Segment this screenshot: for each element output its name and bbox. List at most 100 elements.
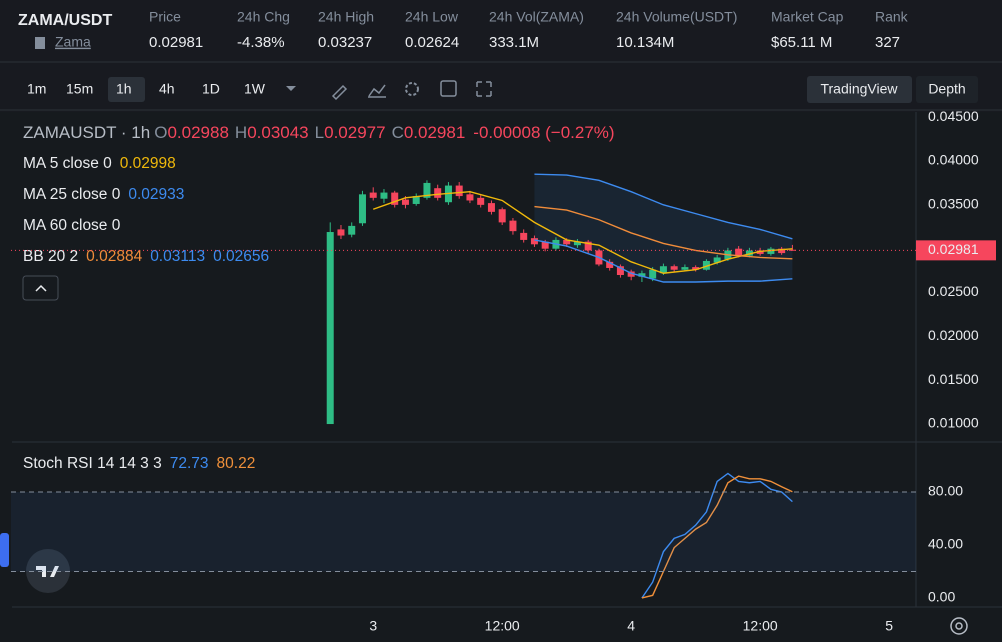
indicator-name: MA 5 close 0 xyxy=(23,155,112,172)
candle-body xyxy=(498,209,506,223)
stat-label: 24h Low xyxy=(405,9,459,25)
indicator-value: 0.02656 xyxy=(213,248,269,265)
candle-body xyxy=(477,197,485,205)
l-key: L xyxy=(315,123,324,142)
stat-value: 0.03237 xyxy=(318,34,372,51)
indicator-line xyxy=(534,205,793,260)
y-tick-label: 0.01500 xyxy=(928,371,979,387)
candle-body xyxy=(745,250,753,256)
toolbar: 1m 15m 1h 4h 1D 1W TradingView Depth xyxy=(27,76,978,103)
settings-gear[interactable] xyxy=(950,617,968,635)
candle-body xyxy=(563,239,571,245)
candle-body xyxy=(616,266,624,275)
indicator-value: 72.73 xyxy=(170,455,209,472)
band-fill xyxy=(11,492,916,572)
stat-value: 333.1M xyxy=(489,34,539,51)
candle-body xyxy=(466,194,474,201)
collapse-button[interactable] xyxy=(22,275,59,301)
pair: ZAMA/USDT xyxy=(18,12,112,29)
fullscreen[interactable] xyxy=(476,81,492,97)
stat-value: 0.02624 xyxy=(405,34,459,51)
candle-body xyxy=(423,182,431,198)
y-tick-label: 0.02500 xyxy=(928,283,979,299)
chart-legend: ZAMAUSDT · 1h O0.02988 H0.03043 L0.02977 C0.… xyxy=(23,123,615,142)
candle-body xyxy=(573,241,581,246)
indicator-line xyxy=(641,472,793,599)
save[interactable] xyxy=(440,80,457,97)
candle-body xyxy=(638,273,646,277)
candle-body xyxy=(681,267,689,270)
candle-body xyxy=(337,229,345,236)
draw-tool[interactable] xyxy=(331,84,348,101)
candle-body xyxy=(788,249,796,251)
view-tab[interactable]: Depth xyxy=(928,81,965,97)
indicator-legend: Stoch RSI 14 14 3 3 72.73 80.22 xyxy=(23,455,255,472)
x-tick-label: 5 xyxy=(885,618,893,634)
stat-label: Market Cap xyxy=(771,9,844,25)
candle-body xyxy=(692,267,700,270)
candle-body xyxy=(649,269,657,279)
y-tick-label: 0.04500 xyxy=(928,108,979,124)
indicator-value: 80.22 xyxy=(217,455,256,472)
stat-value: $65.11 M xyxy=(771,34,832,51)
interval[interactable]: 4h xyxy=(159,81,175,97)
indicator-name: BB 20 2 xyxy=(23,248,78,265)
candle-body xyxy=(584,241,592,251)
interval[interactable]: 1D xyxy=(202,81,220,97)
candle-body xyxy=(767,248,775,254)
stat-label: 24h High xyxy=(318,9,374,25)
interval[interactable]: 1W xyxy=(244,81,266,97)
stat-label: Price xyxy=(149,9,181,25)
candle-body xyxy=(541,241,549,249)
interval[interactable]: 1h xyxy=(116,81,132,97)
project-link[interactable]: Zama xyxy=(55,34,91,50)
candle-body xyxy=(756,250,764,254)
y-tick-label: 0.00 xyxy=(928,589,955,605)
stat-value: 0.02981 xyxy=(149,34,203,51)
collapse-icon xyxy=(35,284,47,292)
stats: Price 0.02981 24h Chg -4.38% 24h High 0.03237… xyxy=(149,9,909,51)
symbol: ZAMAUSDT · 1h xyxy=(23,123,150,142)
indicator-name: MA 25 close 0 xyxy=(23,186,121,203)
stat-value: -4.38% xyxy=(237,34,285,51)
side-tab[interactable] xyxy=(0,533,9,567)
stat-label: 24h Vol(ZAMA) xyxy=(489,9,584,25)
view-tab[interactable]: TradingView xyxy=(820,81,898,97)
c-val: 0.02981 xyxy=(404,123,465,142)
price-tag xyxy=(916,240,996,261)
interval[interactable]: 15m xyxy=(66,81,93,97)
stat-label: 24h Volume(USDT) xyxy=(616,9,737,25)
y-tick-label: 0.04000 xyxy=(928,152,979,168)
x-tick-label: 12:00 xyxy=(743,618,778,634)
indicator-legend: MA 25 close 0 0.02933 xyxy=(23,186,184,203)
indicator-tool[interactable] xyxy=(368,84,386,98)
settings[interactable] xyxy=(405,82,419,96)
price-tag-label: 0.02981 xyxy=(928,241,979,257)
interval[interactable]: 1m xyxy=(27,81,46,97)
h-key: H xyxy=(235,123,247,142)
indicator-line xyxy=(372,190,793,274)
more-intervals[interactable] xyxy=(286,86,296,91)
indicator-value: 0.02884 xyxy=(86,248,142,265)
candle-body xyxy=(412,196,420,204)
indicator-legend: MA 60 close 0 xyxy=(23,217,121,234)
indicator-legend: MA 5 close 0 0.02998 xyxy=(23,155,176,172)
stat-label: Rank xyxy=(875,9,909,25)
indicator-name: Stoch RSI 14 14 3 3 xyxy=(23,455,162,472)
stat-value: 327 xyxy=(875,34,900,51)
indicator-value: 0.02998 xyxy=(120,155,176,172)
change: -0.00008 (−0.27%) xyxy=(473,123,614,142)
indicator-line xyxy=(534,239,793,283)
candle-body xyxy=(778,248,786,254)
candle-body xyxy=(659,266,667,274)
indicator-line xyxy=(534,173,793,240)
plot xyxy=(326,173,796,599)
stat-value: 10.134M xyxy=(616,34,674,51)
o-key: O xyxy=(154,123,167,142)
y-tick-label: 0.02000 xyxy=(928,327,979,343)
candle-body xyxy=(670,266,678,270)
candle-body xyxy=(509,220,517,232)
candle-body xyxy=(455,185,463,197)
